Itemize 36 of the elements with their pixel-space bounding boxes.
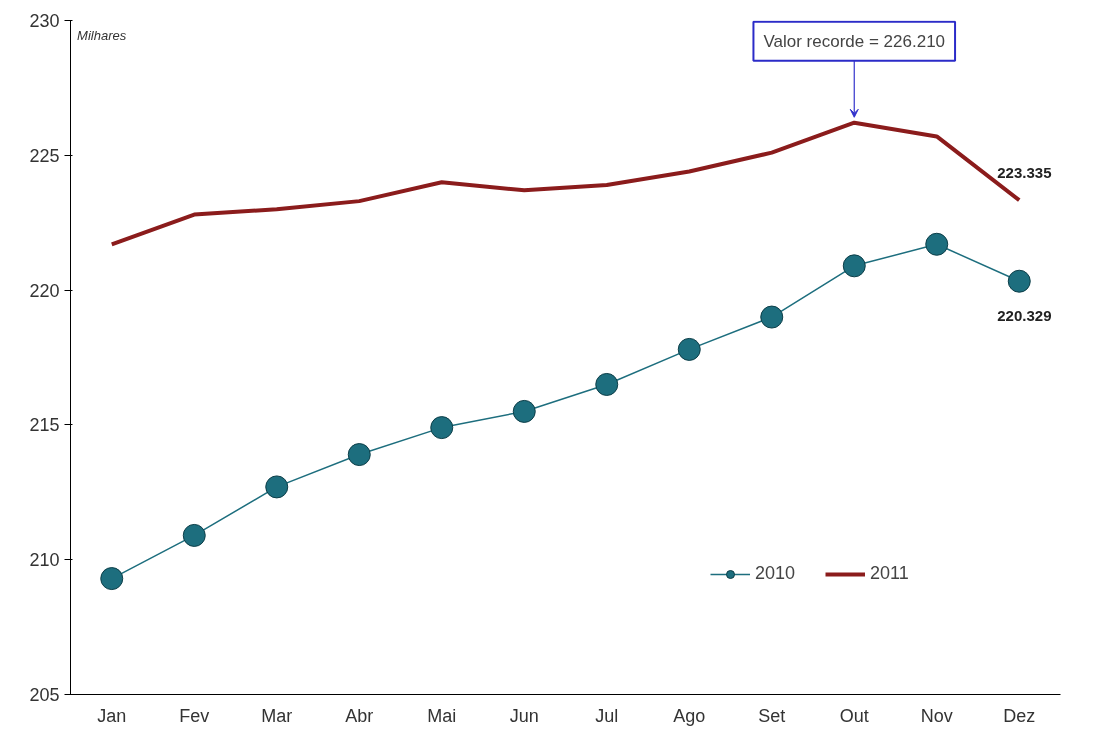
y-tick-label: 230	[29, 11, 60, 31]
x-tick-label: Mar	[261, 705, 293, 726]
y-tick-label: 210	[29, 550, 60, 571]
legend-label: 2011	[870, 563, 909, 584]
y-tick-label: 215	[29, 415, 60, 436]
point	[100, 567, 124, 591]
point	[182, 523, 206, 547]
point	[512, 399, 536, 423]
annotation: Valor recorde = 226.210	[763, 31, 946, 51]
point	[760, 305, 784, 329]
point	[677, 337, 701, 361]
data-label: 220.329	[997, 307, 1052, 325]
x-tick-label: Nov	[920, 705, 953, 726]
y-tick-label: 225	[29, 145, 60, 166]
x-tick-label: Abr	[345, 705, 374, 726]
x-tick-label: Jan	[97, 705, 127, 726]
y-tick-label: 220	[29, 280, 60, 301]
x-tick-label: Set	[758, 705, 786, 726]
point	[595, 372, 619, 396]
point	[430, 416, 454, 440]
y-tick-label: 205	[29, 685, 60, 705]
point	[925, 232, 949, 256]
x-tick-label: Dez	[1003, 705, 1036, 726]
x-tick-label: Jul	[595, 705, 619, 726]
point	[1007, 269, 1031, 293]
point	[265, 475, 289, 499]
x-tick-label: Jun	[509, 705, 539, 726]
legend-label: 2010	[755, 563, 796, 584]
x-tick-label: Mai	[427, 705, 457, 726]
x-tick-label: Fev	[179, 705, 210, 726]
data-label: 223.335	[997, 164, 1052, 182]
x-tick-label: Out	[839, 705, 869, 726]
point	[347, 443, 371, 467]
y-axis-title: Milhares	[77, 27, 127, 43]
x-tick-label: Ago	[673, 705, 706, 726]
point	[842, 254, 866, 278]
